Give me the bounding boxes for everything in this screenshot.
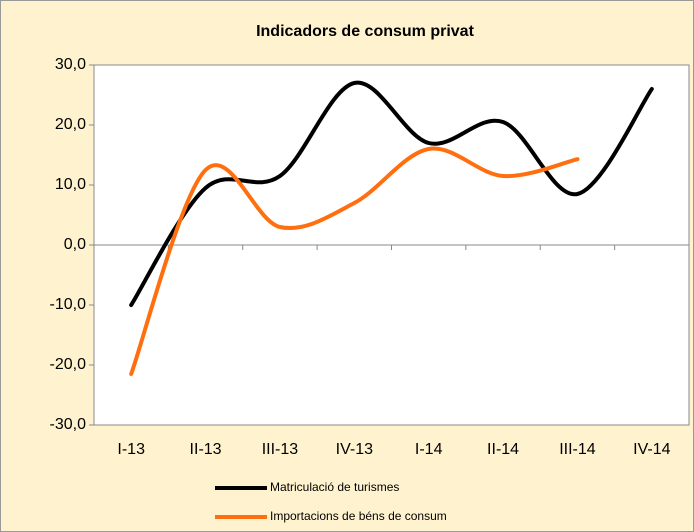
- y-tick-label: -30,0: [50, 416, 87, 433]
- y-tick-label: -20,0: [50, 356, 87, 373]
- x-tick-label: II-13: [190, 441, 222, 458]
- chart-title: Indicadors de consum privat: [256, 23, 475, 40]
- x-tick-label: I-13: [117, 441, 145, 458]
- legend-label: Matriculació de turismes: [270, 480, 399, 494]
- x-tick-label: I-14: [415, 441, 443, 458]
- series-line: [129, 146, 580, 376]
- y-tick-label: 0,0: [64, 236, 86, 253]
- y-tick-label: 10,0: [55, 176, 86, 193]
- x-tick-label: IV-13: [336, 441, 373, 458]
- x-tick-label: III-13: [262, 441, 299, 458]
- y-tick-label: -10,0: [50, 296, 87, 313]
- y-tick-label: 30,0: [55, 56, 86, 73]
- x-tick-label: II-14: [487, 441, 519, 458]
- y-tick-label: 20,0: [55, 116, 86, 133]
- x-tick-label: III-14: [559, 441, 596, 458]
- legend-label: Importacions de béns de consum: [270, 509, 447, 523]
- series-line: [129, 80, 654, 307]
- x-tick-label: IV-14: [633, 441, 670, 458]
